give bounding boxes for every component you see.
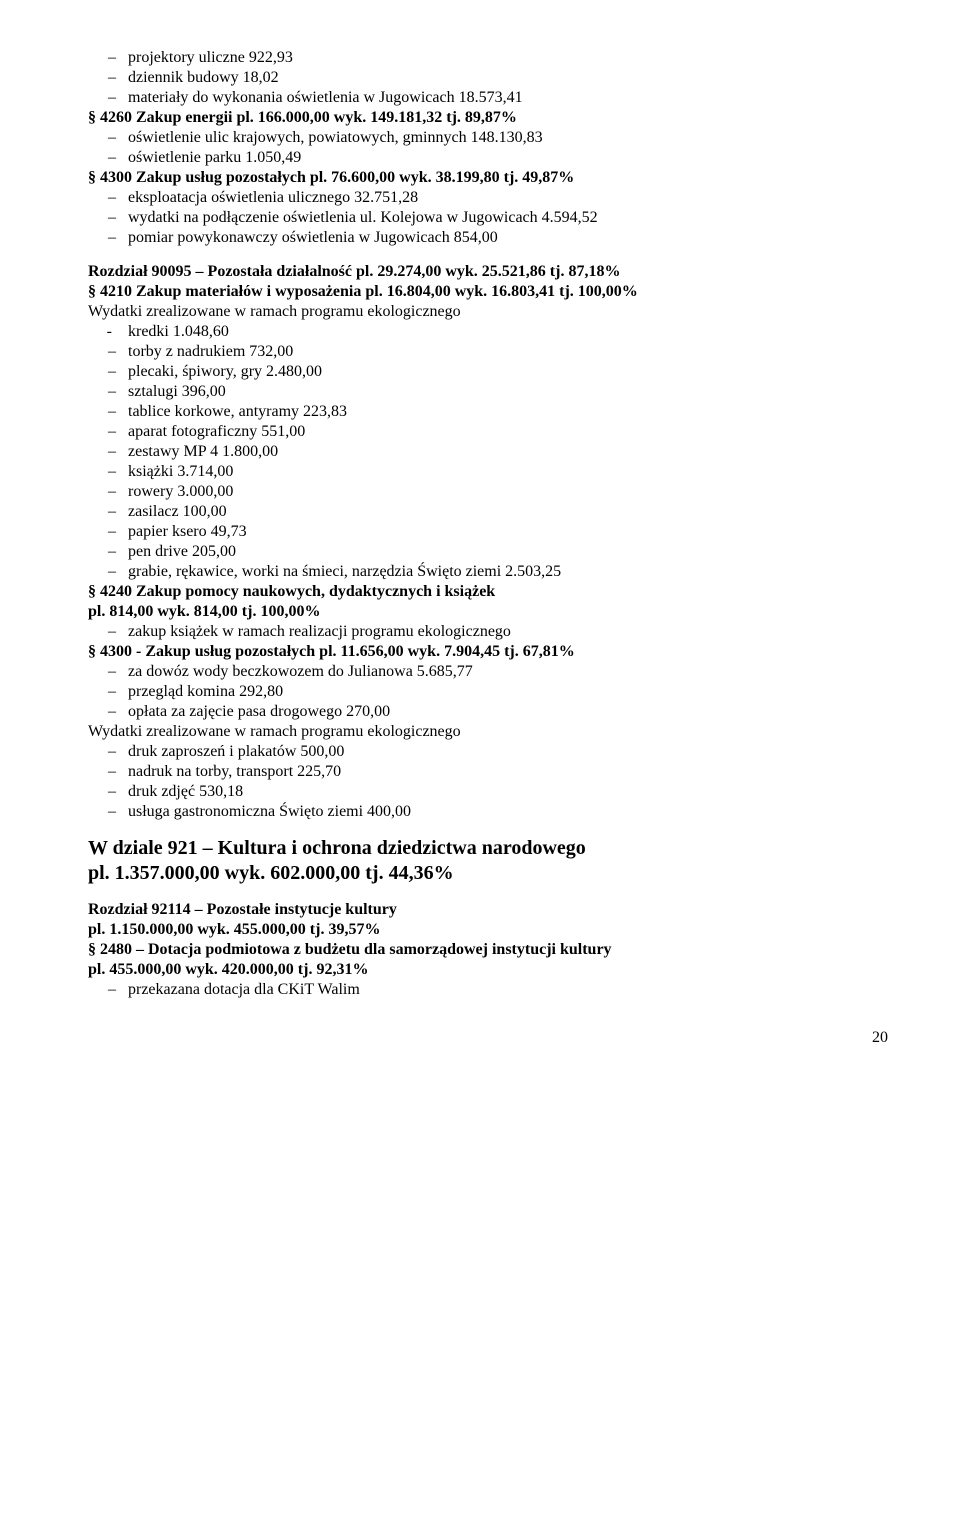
list-item: aparat fotograficzny 551,00 bbox=[124, 422, 888, 442]
list-item: oświetlenie parku 1.050,49 bbox=[124, 148, 888, 168]
list-item: pomiar powykonawczy oświetlenia w Jugowi… bbox=[124, 228, 888, 248]
list-item: wydatki na podłączenie oświetlenia ul. K… bbox=[124, 208, 888, 228]
list-item: papier ksero 49,73 bbox=[124, 522, 888, 542]
list-item: zasilacz 100,00 bbox=[124, 502, 888, 522]
list-item: materiały do wykonania oświetlenia w Jug… bbox=[124, 88, 888, 108]
list-item: tablice korkowe, antyramy 223,83 bbox=[124, 402, 888, 422]
list-item: kredki 1.048,60 bbox=[124, 322, 888, 342]
par-4240-line1: § 4240 Zakup pomocy naukowych, dydaktycz… bbox=[88, 582, 888, 602]
list-item: dziennik budowy 18,02 bbox=[124, 68, 888, 88]
list-item: plecaki, śpiwory, gry 2.480,00 bbox=[124, 362, 888, 382]
list-item: przegląd komina 292,80 bbox=[124, 682, 888, 702]
dzial-921-line1: W dziale 921 – Kultura i ochrona dziedzi… bbox=[88, 836, 888, 861]
list-kredki: kredki 1.048,60 bbox=[88, 322, 888, 342]
list-item: pen drive 205,00 bbox=[124, 542, 888, 562]
list-item: zestawy MP 4 1.800,00 bbox=[124, 442, 888, 462]
par-4300: § 4300 Zakup usług pozostałych pl. 76.60… bbox=[88, 168, 888, 188]
list-item: książki 3.714,00 bbox=[124, 462, 888, 482]
list-item: druk zdjęć 530,18 bbox=[124, 782, 888, 802]
list-item: usługa gastronomiczna Święto ziemi 400,0… bbox=[124, 802, 888, 822]
list-block2-4240: zakup książek w ramach realizacji progra… bbox=[88, 622, 888, 642]
rozdzial-92114-line2: pl. 1.150.000,00 wyk. 455.000,00 tj. 39,… bbox=[88, 920, 888, 940]
par-4300b: § 4300 - Zakup usług pozostałych pl. 11.… bbox=[88, 642, 888, 662]
page-number: 20 bbox=[88, 1028, 888, 1048]
list-block1c: eksploatacja oświetlenia ulicznego 32.75… bbox=[88, 188, 888, 248]
list-item: sztalugi 396,00 bbox=[124, 382, 888, 402]
list-item: druk zaproszeń i plakatów 500,00 bbox=[124, 742, 888, 762]
par-2480-line2: pl. 455.000,00 wyk. 420.000,00 tj. 92,31… bbox=[88, 960, 888, 980]
list-item: za dowóz wody beczkowozem do Julianowa 5… bbox=[124, 662, 888, 682]
eco-note-1: Wydatki zrealizowane w ramach programu e… bbox=[88, 302, 888, 322]
par-2480-line1: § 2480 – Dotacja podmiotowa z budżetu dl… bbox=[88, 940, 888, 960]
list-item: projektory uliczne 922,93 bbox=[124, 48, 888, 68]
par-4210: § 4210 Zakup materiałów i wyposażenia pl… bbox=[88, 282, 888, 302]
list-block3: przekazana dotacja dla CKiT Walim bbox=[88, 980, 888, 1000]
par-4260: § 4260 Zakup energii pl. 166.000,00 wyk.… bbox=[88, 108, 888, 128]
eco-note-2: Wydatki zrealizowane w ramach programu e… bbox=[88, 722, 888, 742]
list-item: nadruk na torby, transport 225,70 bbox=[124, 762, 888, 782]
list-item: zakup książek w ramach realizacji progra… bbox=[124, 622, 888, 642]
list-item: przekazana dotacja dla CKiT Walim bbox=[124, 980, 888, 1000]
par-4240-line2: pl. 814,00 wyk. 814,00 tj. 100,00% bbox=[88, 602, 888, 622]
list-item: grabie, rękawice, worki na śmieci, narzę… bbox=[124, 562, 888, 582]
dzial-921-line2: pl. 1.357.000,00 wyk. 602.000,00 tj. 44,… bbox=[88, 861, 888, 886]
list-block2a: torby z nadrukiem 732,00 plecaki, śpiwor… bbox=[88, 342, 888, 582]
list-block2-4300b: druk zaproszeń i plakatów 500,00 nadruk … bbox=[88, 742, 888, 822]
list-item: torby z nadrukiem 732,00 bbox=[124, 342, 888, 362]
list-item: eksploatacja oświetlenia ulicznego 32.75… bbox=[124, 188, 888, 208]
list-item: rowery 3.000,00 bbox=[124, 482, 888, 502]
rozdzial-90095: Rozdział 90095 – Pozostała działalność p… bbox=[88, 262, 888, 282]
list-block2-4300a: za dowóz wody beczkowozem do Julianowa 5… bbox=[88, 662, 888, 722]
list-block1a: projektory uliczne 922,93 dziennik budow… bbox=[88, 48, 888, 108]
list-item: oświetlenie ulic krajowych, powiatowych,… bbox=[124, 128, 888, 148]
rozdzial-92114-line1: Rozdział 92114 – Pozostałe instytucje ku… bbox=[88, 900, 888, 920]
list-block1b: oświetlenie ulic krajowych, powiatowych,… bbox=[88, 128, 888, 168]
list-item: opłata za zajęcie pasa drogowego 270,00 bbox=[124, 702, 888, 722]
